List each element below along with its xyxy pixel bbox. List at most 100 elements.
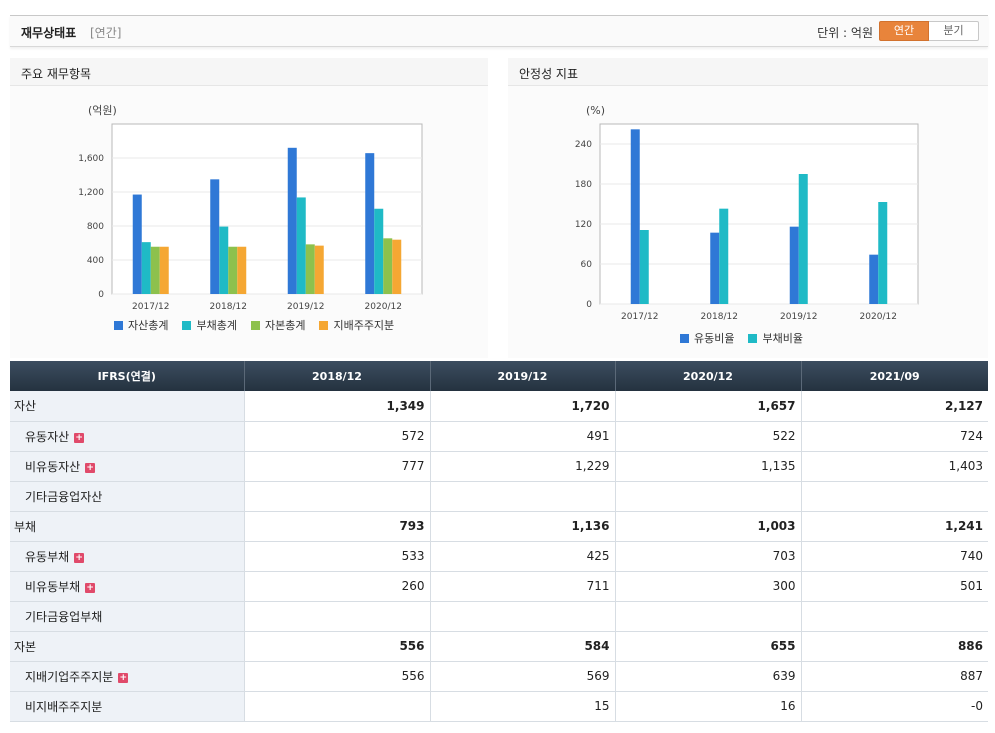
bar [287,147,297,294]
expand-plus-icon[interactable]: + [85,582,96,593]
bar [383,238,393,294]
table-cell: 886 [801,631,988,662]
legend-swatch [748,333,758,343]
bar [639,230,649,304]
table-cell: 572 [244,421,431,452]
legend-item: 자산총계 [114,318,168,332]
expand-plus-icon[interactable]: + [74,552,85,563]
row-label: 유동자산 + [10,421,245,452]
y-tick-label: 400 [87,256,104,266]
table-cell: 16 [615,691,802,722]
table-cell: 1,229 [430,451,616,482]
table-cell: 501 [801,571,988,602]
balance-sheet-table: IFRS(연결) 2018/12 2019/12 2020/12 2021/09… [10,361,988,722]
page-title: 재무상태표 [21,26,77,40]
table-cell: 724 [801,421,988,452]
table-row: 비유동부채 +260 711 300 501 [10,571,988,602]
table-cell: 1,003 [615,511,802,542]
table-cell [430,481,616,512]
y-axis-label: (억원) [88,104,117,117]
y-tick-label: 180 [575,180,592,190]
bar [374,208,384,294]
bar [159,246,169,294]
table-cell: 703 [615,541,802,572]
bar [798,174,808,304]
table-cell: 584 [430,631,616,662]
legend-label: 부채총계 [196,319,237,332]
row-label-text: 비유동부채 [25,579,81,594]
table-cell [244,691,431,722]
table-cell: 1,657 [615,391,802,422]
bar [719,208,729,304]
table-cell: -0 [801,691,988,722]
table-cell: 887 [801,661,988,692]
stability-chart-area: 0 60 120 180 240 (%) 2017/12 2018/12 2019/12 2020… [508,86,988,358]
unit-label: 단위 : 억원 [817,26,873,40]
table-cell [801,481,988,512]
stability-panel: 안정성 지표 0 60 120 180 240 (%) 2017/12 2018/12 2019… [508,58,988,358]
major-items-legend: 자산총계 부채총계 자본총계 지배주주지분 [114,318,414,333]
quarter-toggle-button[interactable]: 분기 [929,21,979,41]
header-2021-09: 2021/09 [801,361,988,391]
row-label-text: 부채 [14,519,37,534]
table-row: 자본 556 584 655 886 [10,631,988,662]
legend-item: 자본총계 [250,318,305,332]
bar [314,245,324,294]
y-tick-label: 1,600 [78,154,104,164]
row-label: 자본 [10,631,245,662]
table-cell [244,601,431,632]
table-cell [615,481,802,512]
table-row: 지배기업주주지분 +556 569 639 887 [10,661,988,692]
major-items-chart-area: 0 400 800 1,200 1,600 (억원) 2017/12 2018/12 2019/… [10,86,488,358]
row-label: 유동부채 + [10,541,245,572]
legend-swatch [319,320,329,330]
y-tick-label: 1,200 [78,188,104,198]
header-2019-12: 2019/12 [430,361,616,391]
plot-area [599,123,919,305]
row-label-text: 유동자산 [25,429,70,444]
expand-plus-icon[interactable]: + [85,462,96,473]
row-label-text: 기타금융업부채 [25,609,103,624]
bar [141,242,151,294]
stability-chart: 0 60 120 180 240 (%) 2017/12 2018/12 2019/12 2020… [575,104,919,322]
table-cell: 1,136 [430,511,616,542]
stability-legend: 유동비율 부채비율 [680,331,880,346]
row-label: 지배기업주주지분 + [10,661,245,692]
x-tick-label: 2020/12 [860,312,897,322]
table-cell [244,481,431,512]
table-row: 자산 1,349 1,720 1,657 2,127 [10,391,988,422]
bar [132,194,142,294]
legend-label: 지배주주지분 [333,319,395,332]
table-cell: 1,720 [430,391,616,422]
x-tick-label: 2017/12 [621,312,658,322]
table-cell: 793 [244,511,431,542]
table-cell: 260 [244,571,431,602]
table-cell: 522 [615,421,802,452]
table-cell: 556 [244,661,431,692]
annual-toggle-button[interactable]: 연간 [879,21,929,41]
period-tag: [연간] [90,26,122,40]
x-tick-label: 2018/12 [210,302,247,312]
table-row: 부채 793 1,136 1,003 1,241 [10,511,988,542]
legend-swatch [680,333,689,343]
row-label-text: 비유동자산 [25,459,81,474]
table-cell: 655 [615,631,802,662]
table-row: 기타금융업자산 [10,481,988,512]
row-label: 비유동자산 + [10,451,245,482]
row-label: 비유동부채 + [10,571,245,602]
bar [869,254,879,304]
y-tick-label: 60 [581,260,593,270]
table-cell: 711 [430,571,616,602]
bar [150,246,160,294]
table-cell: 1,241 [801,511,988,542]
table-header-row: IFRS(연결) 2018/12 2019/12 2020/12 2021/09 [10,361,988,391]
expand-plus-icon[interactable]: + [74,432,85,443]
bar [365,153,375,294]
legend-item: 부채총계 [182,318,237,332]
y-axis-label: (%) [586,104,605,117]
legend-item: 지배주주지분 [319,318,394,332]
expand-plus-icon[interactable]: + [118,672,129,683]
bar [237,246,247,294]
table-row: 비지배주주지분 15 16 -0 [10,691,988,722]
table-cell: 491 [430,421,616,452]
